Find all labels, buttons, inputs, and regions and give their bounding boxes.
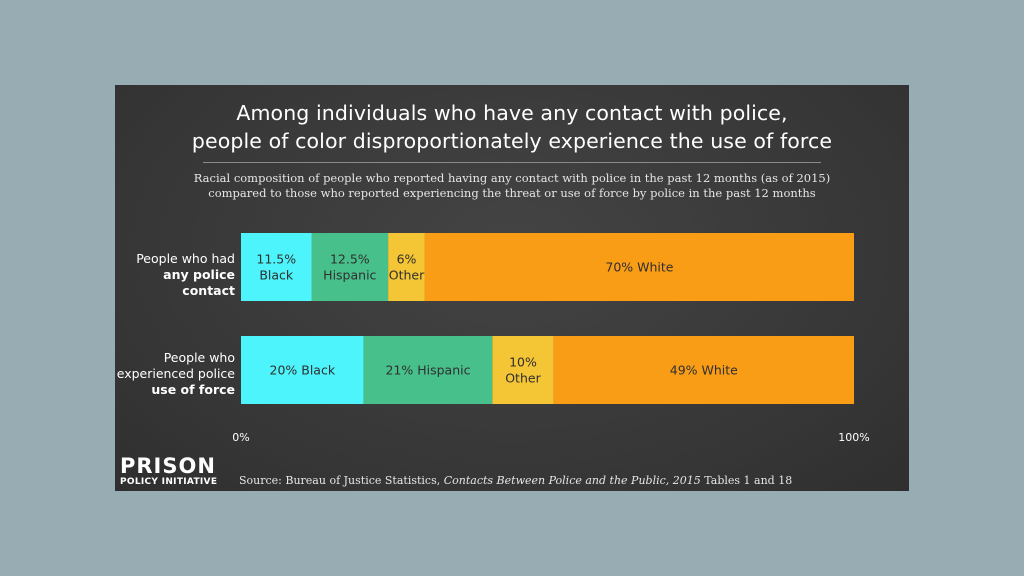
bar-segment-white-row-2 (553, 336, 854, 404)
data-label-black-row-1: 11.5% (256, 252, 296, 267)
row-label-bold: use of force (151, 382, 235, 397)
logo-line-2: POLICY INITIATIVE (120, 477, 218, 487)
source-prefix: Source: Bureau of Justice Statistics, (239, 474, 444, 487)
title-line-2: people of color disproportionately exper… (191, 129, 833, 153)
data-label-hispanic-row-1: Hispanic (323, 268, 376, 283)
chart-subtitle: Racial composition of people who reporte… (115, 171, 909, 201)
prison-policy-initiative-logo: PRISON POLICY INITIATIVE (120, 455, 217, 488)
bar-segment-other-row-1 (388, 233, 425, 301)
bar-segment-other-row-2 (492, 336, 554, 404)
row-label-any-contact: People who had any police contact (115, 251, 235, 299)
subtitle-line-2: compared to those who reported experienc… (208, 186, 816, 200)
row-label-plain: People who experienced police (116, 350, 235, 381)
data-label-other-row-2: Other (505, 371, 541, 386)
bar-segment-hispanic-row-2 (363, 336, 493, 404)
data-label-white-row-2: 49% White (670, 363, 738, 378)
data-label-hispanic-row-2: 21% Hispanic (385, 363, 470, 378)
data-label-other-row-1: 6% (397, 252, 417, 267)
data-label-hispanic-row-1: 12.5% (330, 252, 370, 267)
data-label-other-row-1: Other (389, 268, 425, 283)
x-tick-label: 100% (838, 431, 869, 444)
data-label-white-row-1: 70% White (605, 260, 673, 275)
bar-segment-black-row-1 (241, 233, 312, 301)
subtitle-line-1: Racial composition of people who reporte… (193, 171, 831, 185)
row-label-use-of-force: People who experienced police use of for… (115, 350, 235, 398)
bar-segment-hispanic-row-1 (311, 233, 389, 301)
row-label-plain: People who had (136, 251, 235, 266)
chart-panel: Among individuals who have any contact w… (115, 85, 909, 491)
title-divider (203, 162, 821, 163)
bar-segment-black-row-2 (241, 336, 364, 404)
chart-title: Among individuals who have any contact w… (115, 99, 909, 155)
logo-line-1: PRISON (120, 454, 216, 478)
title-line-1: Among individuals who have any contact w… (236, 101, 788, 125)
data-label-black-row-2: 20% Black (270, 363, 336, 378)
source-title: Contacts Between Police and the Public, … (443, 474, 701, 487)
x-tick-label: 0% (232, 431, 249, 444)
row-label-bold: any police contact (163, 267, 235, 298)
bar-segment-white-row-1 (424, 233, 854, 301)
data-label-other-row-2: 10% (509, 355, 537, 370)
source-note: Source: Bureau of Justice Statistics, Co… (239, 474, 792, 487)
data-label-black-row-1: Black (259, 268, 294, 283)
source-suffix: Tables 1 and 18 (700, 474, 793, 487)
